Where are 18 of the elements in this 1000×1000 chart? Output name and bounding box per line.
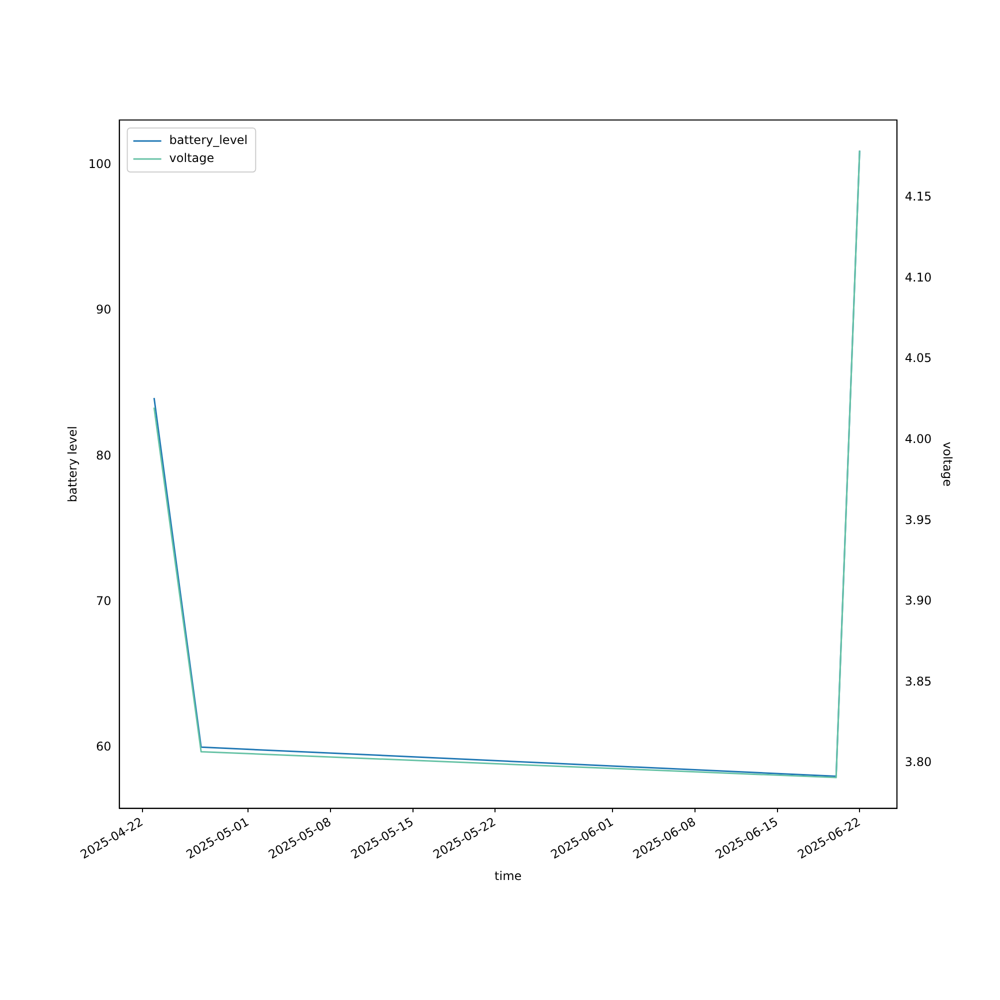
y2-tick-label: 4.10 [904, 270, 932, 284]
y2-tick-label: 3.80 [904, 755, 932, 770]
y2-tick-label: 4.00 [904, 432, 932, 446]
legend-label: battery_level [169, 133, 248, 148]
y-tick-label: 100 [88, 157, 112, 172]
x-axis-title: time [494, 868, 522, 883]
legend-label: voltage [169, 151, 214, 166]
y2-tick-label: 4.15 [904, 190, 932, 204]
y2-axis-title: voltage [940, 442, 955, 487]
y-tick-label: 70 [96, 594, 112, 608]
y2-tick-label: 3.95 [904, 512, 932, 527]
y2-tick-label: 4.05 [904, 351, 932, 366]
y-tick-label: 60 [96, 739, 112, 754]
y2-tick-label: 3.90 [904, 594, 932, 608]
y-tick-label: 90 [96, 302, 112, 317]
y-axis-title: battery level [65, 426, 80, 502]
y2-tick-label: 3.85 [904, 674, 932, 688]
y-tick-label: 80 [96, 448, 112, 462]
